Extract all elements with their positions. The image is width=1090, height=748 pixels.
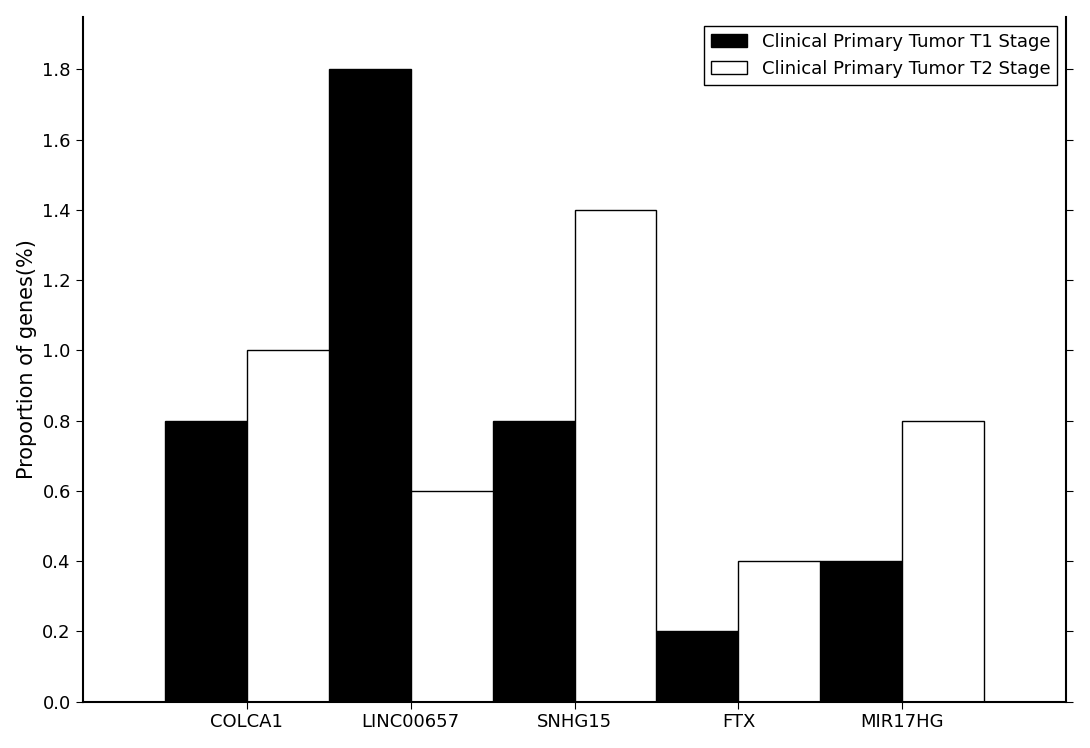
Legend: Clinical Primary Tumor T1 Stage, Clinical Primary Tumor T2 Stage: Clinical Primary Tumor T1 Stage, Clinica… bbox=[704, 25, 1057, 85]
Bar bbox=[165, 420, 246, 702]
Bar bbox=[656, 631, 739, 702]
Bar bbox=[493, 420, 574, 702]
Bar bbox=[574, 210, 656, 702]
Bar bbox=[246, 350, 328, 702]
Bar bbox=[739, 561, 821, 702]
Y-axis label: Proportion of genes(%): Proportion of genes(%) bbox=[16, 239, 37, 479]
Bar bbox=[821, 561, 903, 702]
Bar bbox=[328, 70, 411, 702]
Bar bbox=[903, 420, 984, 702]
Bar bbox=[411, 491, 493, 702]
